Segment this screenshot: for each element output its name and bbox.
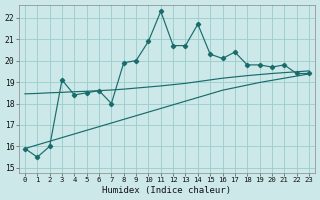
X-axis label: Humidex (Indice chaleur): Humidex (Indice chaleur) xyxy=(102,186,231,195)
